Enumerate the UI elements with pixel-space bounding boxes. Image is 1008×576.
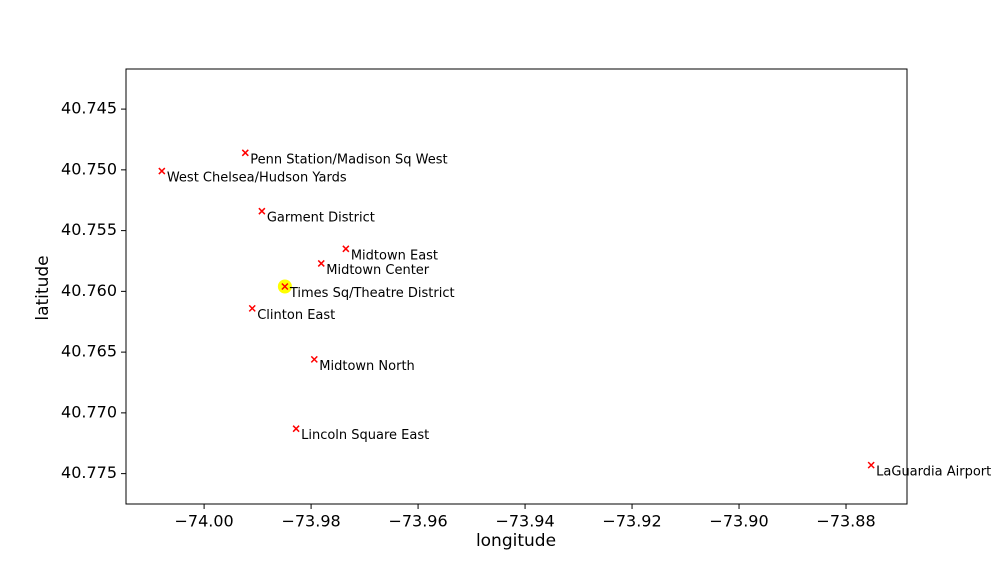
x-tick-label: −73.98 <box>281 512 340 531</box>
x-tick-label: −73.94 <box>495 512 554 531</box>
point-marker <box>310 355 318 363</box>
x-tick-label: −73.96 <box>388 512 447 531</box>
y-tick-label: 40.775 <box>61 463 117 482</box>
y-tick-label: 40.755 <box>61 220 117 239</box>
y-tick-label: 40.765 <box>61 342 117 361</box>
point-marker <box>292 425 300 433</box>
point-label: Garment District <box>267 211 375 226</box>
point-marker <box>317 259 325 267</box>
y-tick-label: 40.770 <box>61 402 117 421</box>
point-marker <box>258 207 266 215</box>
point-label: Midtown Center <box>326 263 430 278</box>
y-tick-label: 40.760 <box>61 281 117 300</box>
point-label: LaGuardia Airport <box>876 465 991 480</box>
point-marker <box>867 461 875 469</box>
x-axis-label: longitude <box>476 531 556 551</box>
point-marker <box>158 167 166 175</box>
point-marker <box>248 304 256 312</box>
y-tick-label: 40.745 <box>61 99 117 118</box>
point-label: Midtown East <box>351 248 438 263</box>
x-tick-label: −73.92 <box>602 512 661 531</box>
point-label: West Chelsea/Hudson Yards <box>167 171 347 186</box>
x-tick-label: −73.90 <box>709 512 768 531</box>
x-tick-label: −74.00 <box>174 512 233 531</box>
point-label: Penn Station/Madison Sq West <box>250 152 447 167</box>
y-axis-label: latitude <box>33 255 53 320</box>
point-label: Midtown North <box>319 359 415 374</box>
point-marker <box>281 282 289 291</box>
point-marker <box>342 245 350 253</box>
y-tick-label: 40.750 <box>61 159 117 178</box>
point-label: Lincoln Square East <box>301 428 429 443</box>
point-marker <box>241 149 249 157</box>
x-tick-label: −73.88 <box>816 512 875 531</box>
point-label: Times Sq/Theatre District <box>289 286 455 301</box>
point-label: Clinton East <box>257 308 335 323</box>
plot-frame <box>125 68 908 505</box>
